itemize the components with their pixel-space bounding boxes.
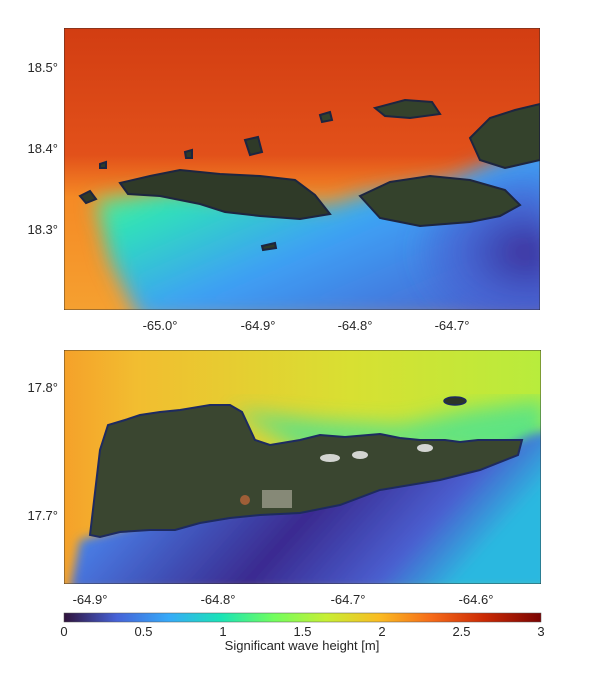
top-lat-tick: 18.4° — [27, 141, 58, 156]
colorbar-gradient — [63, 612, 542, 623]
island-st-thomas — [78, 135, 332, 252]
urban-area — [240, 490, 292, 508]
bottom-lon-tick: -64.6° — [459, 592, 494, 607]
bottom-lat-axis: 17.8° 17.7° — [27, 380, 58, 523]
top-lon-tick: -64.8° — [338, 318, 373, 333]
island-st-john — [318, 98, 540, 228]
clouds — [320, 444, 433, 462]
colorbar-label: Significant wave height [m] — [225, 638, 380, 653]
colorbar-tick-label: 0.5 — [134, 624, 152, 639]
colorbar-tick-label: 2 — [378, 624, 385, 639]
top-lon-tick: -64.9° — [241, 318, 276, 333]
colorbar-tick-label: 3 — [537, 624, 544, 639]
bottom-lon-tick: -64.7° — [331, 592, 366, 607]
colorbar-tick-label: 1.5 — [293, 624, 311, 639]
bottom-map-panel — [64, 350, 541, 584]
top-lon-tick: -65.0° — [143, 318, 178, 333]
top-lon-axis: -65.0° -64.9° -64.8° -64.7° — [143, 318, 470, 333]
colorbar-tick-label: 0 — [60, 624, 67, 639]
colorbar-tick-label: 2.5 — [452, 624, 470, 639]
colorbar: 0 0.5 1 1.5 2 2.5 3 Significant wave height [m… — [60, 612, 545, 653]
top-map-panel — [64, 28, 540, 310]
bottom-lon-tick: -64.9° — [73, 592, 108, 607]
bottom-lon-axis: -64.9° -64.8° -64.7° -64.6° — [73, 592, 494, 607]
top-lat-tick: 18.5° — [27, 60, 58, 75]
island-st-croix — [88, 404, 524, 539]
colorbar-tick-label: 1 — [219, 624, 226, 639]
buck-island — [443, 396, 467, 406]
top-lat-tick: 18.3° — [27, 222, 58, 237]
top-lat-axis: 18.5° 18.4° 18.3° — [27, 60, 58, 237]
bottom-lon-tick: -64.8° — [201, 592, 236, 607]
bottom-lat-tick: 17.8° — [27, 380, 58, 395]
colorbar-ticks: 0 0.5 1 1.5 2 2.5 3 — [60, 624, 544, 639]
bottom-lat-tick: 17.7° — [27, 508, 58, 523]
top-lon-tick: -64.7° — [435, 318, 470, 333]
